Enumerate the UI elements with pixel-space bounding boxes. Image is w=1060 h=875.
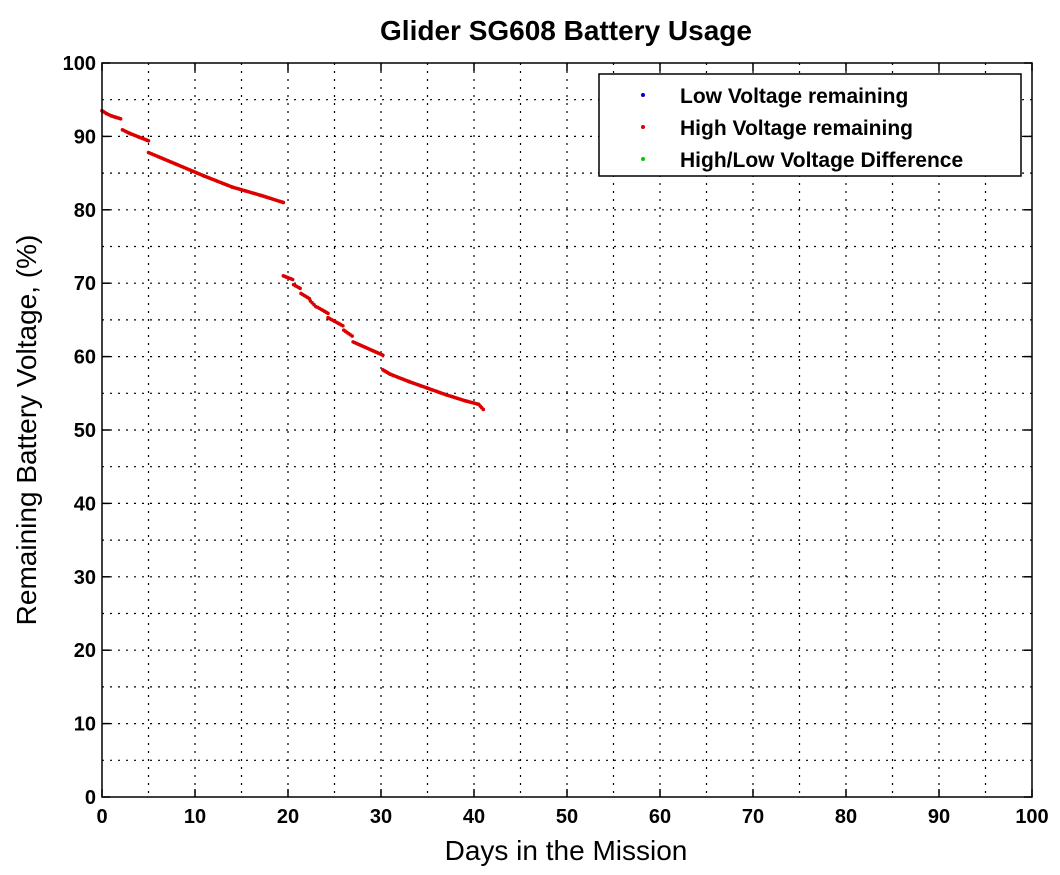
x-tick-label: 30 xyxy=(370,806,392,828)
data-point xyxy=(381,353,385,357)
legend-box xyxy=(598,73,1022,177)
x-tick-label: 90 xyxy=(928,806,950,828)
y-tick-label: 10 xyxy=(74,714,96,736)
data-point xyxy=(481,407,486,412)
legend-marker xyxy=(641,93,645,97)
y-tick-label: 100 xyxy=(63,53,96,75)
data-point xyxy=(146,139,151,143)
data-point xyxy=(281,200,286,205)
data-point xyxy=(350,334,354,338)
legend-marker xyxy=(641,157,645,161)
legend-label: Low Voltage remaining xyxy=(680,85,908,108)
data-point xyxy=(298,286,302,291)
x-tick-label: 100 xyxy=(1015,806,1048,828)
y-tick-label: 80 xyxy=(74,200,96,222)
data-layer xyxy=(100,108,486,412)
y-tick-label: 20 xyxy=(74,640,96,662)
chart-title: Glider SG608 Battery Usage xyxy=(380,15,752,46)
plot-area xyxy=(101,62,1033,798)
y-tick-label: 50 xyxy=(74,420,96,442)
x-tick-label: 40 xyxy=(463,806,485,828)
x-tick-label: 70 xyxy=(742,806,764,828)
y-tick-label: 90 xyxy=(74,126,96,148)
data-point xyxy=(118,116,123,121)
data-point xyxy=(326,311,330,316)
x-tick-label: 60 xyxy=(649,806,671,828)
y-tick-label: 30 xyxy=(74,567,96,589)
x-axis-label: Days in the Mission xyxy=(445,835,688,866)
y-tick-label: 0 xyxy=(85,787,96,809)
data-point xyxy=(290,277,295,282)
y-tick-label: 70 xyxy=(74,273,96,295)
grid xyxy=(102,63,1032,797)
data-point xyxy=(341,323,345,328)
x-tick-label: 0 xyxy=(96,806,107,828)
series-high-voltage-remaining xyxy=(100,108,486,412)
legend-label: High Voltage remaining xyxy=(680,117,913,140)
x-tick-label: 20 xyxy=(277,806,299,828)
x-tick-label: 10 xyxy=(184,806,206,828)
y-axis-label: Remaining Battery Voltage, (%) xyxy=(11,235,42,626)
y-tick-label: 40 xyxy=(74,493,96,515)
axis-ticks xyxy=(101,62,1033,798)
legend-label: High/Low Voltage Difference xyxy=(680,149,963,172)
tick-labels: 0 10 20 30 40 50 60 70 80 90 100 0 10 20 30 40 50 60 70 80 9… xyxy=(63,53,1049,828)
y-tick-label: 60 xyxy=(74,347,96,369)
legend: Low Voltage remaining High Voltage remain… xyxy=(598,73,1022,177)
legend-marker xyxy=(641,125,645,129)
x-tick-label: 80 xyxy=(835,806,857,828)
x-tick-label: 50 xyxy=(556,806,578,828)
